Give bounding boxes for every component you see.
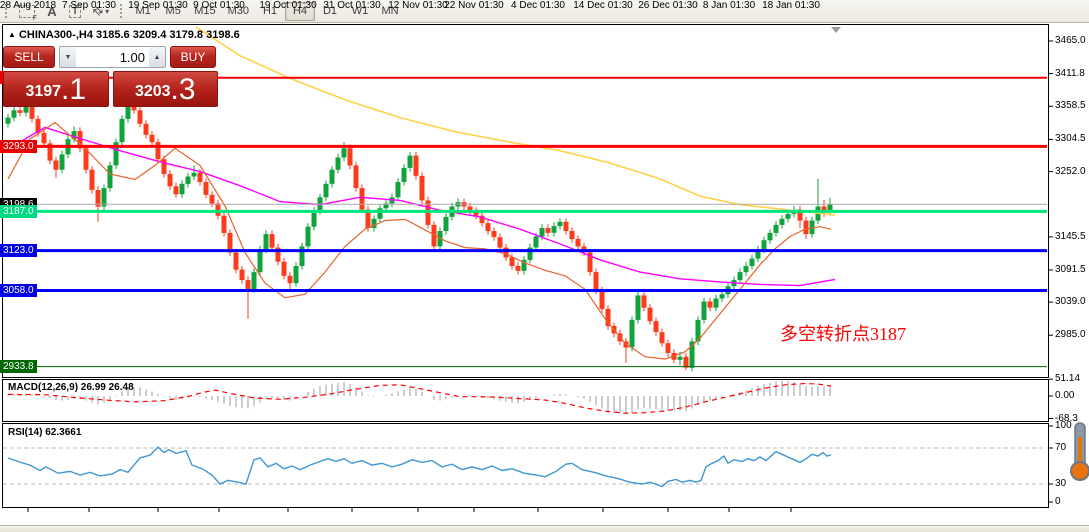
- price-tick-label: 2985.0: [1055, 329, 1086, 341]
- rsi-label: RSI(14) 62.3661: [8, 427, 82, 438]
- buy-price-fraction: .3: [170, 73, 196, 106]
- volume-decrease-button[interactable]: ▼: [60, 47, 76, 67]
- price-tick-label: 3465.0: [1055, 35, 1086, 46]
- date-label: 31 Oct 01:30: [323, 0, 381, 11]
- buy-button[interactable]: BUY: [170, 46, 216, 68]
- macd-label: MACD(12,26,9) 26.99 26.48: [8, 382, 134, 393]
- text-icon: A: [47, 3, 57, 19]
- rsi-scale-label: 100: [1055, 420, 1072, 431]
- price-tick-label: 3039.0: [1055, 296, 1086, 308]
- toolbar: A T ⇄ ▾ M1 M5 M15 M30 H1 H4 D1 W1 MN: [0, 0, 1089, 23]
- date-label: 26 Dec 01:30: [638, 0, 698, 11]
- timeframe-m30-button[interactable]: M30: [227, 5, 249, 17]
- chevron-down-icon: ▾: [105, 6, 110, 16]
- timeframe-mn-button[interactable]: MN: [381, 5, 399, 17]
- date-label: 28 Aug 2018: [0, 0, 57, 11]
- price-line-label: 3187.0: [0, 204, 37, 218]
- date-label: 12 Nov 01:30: [388, 0, 448, 11]
- date-label: 8 Jan 01:30: [702, 0, 756, 11]
- timeframe-h1-button[interactable]: H1: [262, 5, 278, 17]
- volume-input[interactable]: [76, 47, 149, 67]
- collapse-triangle-icon[interactable]: ▲: [8, 30, 16, 39]
- rsi-pane[interactable]: [2, 423, 1049, 508]
- text-label-tool-button[interactable]: T: [63, 2, 87, 21]
- status-bar: [0, 525, 1089, 532]
- sell-price-main: 3197: [25, 83, 62, 100]
- price-tick-label: 3411.8: [1055, 67, 1085, 79]
- chart-symbol-title: ▲ CHINA300-,H4 3185.6 3209.4 3179.8 3198…: [8, 29, 240, 41]
- timeframe-h4-button[interactable]: H4: [285, 1, 315, 21]
- macd-scale-label: 0.00: [1055, 390, 1075, 401]
- buy-price-display[interactable]: 3203.3: [112, 71, 218, 107]
- timeframe-m15-button[interactable]: M15: [194, 5, 216, 17]
- timeframe-m1-button[interactable]: M1: [135, 5, 151, 17]
- text-tool-button[interactable]: A: [41, 2, 63, 21]
- rsi-scale-label: 30: [1055, 478, 1067, 489]
- date-label: 9 Oct 01:30: [193, 0, 245, 11]
- text-label-icon: T: [69, 4, 82, 18]
- rsi-scale-label: 0: [1055, 496, 1061, 507]
- sell-price-fraction: .1: [61, 73, 87, 106]
- toolbar-grip[interactable]: [119, 3, 125, 19]
- volume-increase-button[interactable]: ▲: [149, 47, 165, 67]
- fibonacci-icon: [19, 4, 37, 22]
- sell-price-display[interactable]: 3197.1: [3, 71, 109, 107]
- price-line-label: 3058.0: [0, 283, 37, 297]
- volume-stepper: ▼ ▲: [59, 46, 166, 68]
- chart-annotation-text: 多空转折点3187: [780, 324, 906, 344]
- price-line-label: 2933.8: [0, 360, 37, 374]
- buy-price-main: 3203: [134, 83, 171, 100]
- price-tick-label: 3145.5: [1055, 230, 1086, 242]
- date-label: 22 Nov 01:30: [444, 0, 504, 11]
- price-line-label: 3123.0: [0, 244, 37, 258]
- thermometer-icon: [1070, 422, 1089, 481]
- macd-scale-label: 51.14: [1055, 373, 1081, 385]
- price-line-label: 3293.0: [0, 139, 37, 153]
- rsi-scale-label: 70: [1055, 442, 1067, 453]
- timeframe-w1-button[interactable]: W1: [351, 5, 369, 17]
- price-tick-label: 3252.0: [1055, 165, 1086, 177]
- date-label: 14 Dec 01:30: [573, 0, 633, 11]
- fibonacci-tool-button[interactable]: [13, 2, 41, 22]
- toolbar-grip[interactable]: [4, 3, 9, 19]
- macd-scale-label: -68.3: [1055, 412, 1078, 424]
- date-label: 7 Sep 01:30: [62, 0, 116, 11]
- macd-pane[interactable]: [2, 379, 1049, 422]
- timeframe-m5-button[interactable]: M5: [165, 5, 181, 17]
- timeframe-d1-button[interactable]: D1: [322, 5, 338, 17]
- one-click-trading-panel: SELL ▼ ▲ BUY 3197.1 3203.3: [3, 46, 218, 107]
- price-tick-label: 3358.5: [1055, 100, 1086, 112]
- sell-button[interactable]: SELL: [3, 46, 55, 68]
- date-label: 4 Dec 01:30: [511, 0, 565, 11]
- date-label: 19 Oct 01:30: [259, 0, 317, 11]
- date-label: 19 Sep 01:30: [128, 0, 188, 11]
- chart-ohlc-text: CHINA300-,H4 3185.6 3209.4 3179.8 3198.6: [18, 29, 240, 41]
- date-label: 18 Jan 01:30: [762, 0, 820, 11]
- arrow-tools-button[interactable]: ⇄ ▾: [87, 2, 115, 21]
- price-tick-label: 3091.5: [1055, 263, 1086, 275]
- price-tick-label: 3304.5: [1055, 133, 1086, 145]
